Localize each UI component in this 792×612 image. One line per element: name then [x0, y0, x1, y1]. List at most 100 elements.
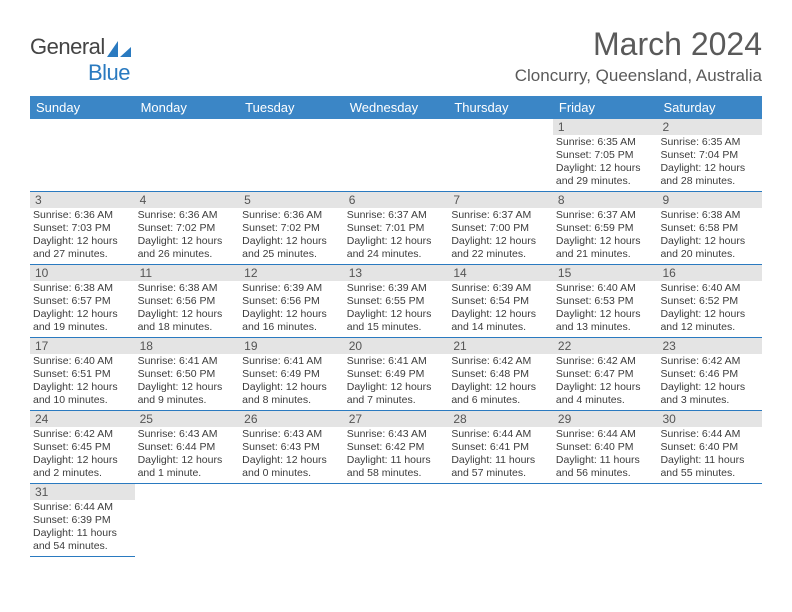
- daylight-line2: and 56 minutes.: [556, 467, 655, 480]
- daylight-line2: and 55 minutes.: [660, 467, 759, 480]
- day-number: 4: [135, 192, 240, 208]
- day-details: Sunrise: 6:37 AMSunset: 7:00 PMDaylight:…: [448, 208, 553, 264]
- day-details: Sunrise: 6:44 AMSunset: 6:39 PMDaylight:…: [30, 500, 135, 556]
- daylight-line2: and 6 minutes.: [451, 394, 550, 407]
- day-number: 26: [239, 411, 344, 427]
- weekday-header-row: SundayMondayTuesdayWednesdayThursdayFrid…: [30, 96, 762, 119]
- day-details: Sunrise: 6:43 AMSunset: 6:42 PMDaylight:…: [344, 427, 449, 483]
- day-details: Sunrise: 6:36 AMSunset: 7:02 PMDaylight:…: [239, 208, 344, 264]
- day-number: 5: [239, 192, 344, 208]
- daylight-line1: Daylight: 12 hours: [556, 235, 655, 248]
- daylight-line1: Daylight: 12 hours: [660, 308, 759, 321]
- day-details: Sunrise: 6:44 AMSunset: 6:40 PMDaylight:…: [657, 427, 762, 483]
- sunrise-line: Sunrise: 6:40 AM: [33, 355, 132, 368]
- day-cell: 11Sunrise: 6:38 AMSunset: 6:56 PMDayligh…: [135, 265, 240, 338]
- day-number: 8: [553, 192, 658, 208]
- title-block: March 2024 Cloncurry, Queensland, Austra…: [515, 28, 762, 86]
- day-number: 14: [448, 265, 553, 281]
- day-cell: 28Sunrise: 6:44 AMSunset: 6:41 PMDayligh…: [448, 411, 553, 484]
- daylight-line1: Daylight: 12 hours: [33, 308, 132, 321]
- day-details: Sunrise: 6:37 AMSunset: 6:59 PMDaylight:…: [553, 208, 658, 264]
- sunrise-line: Sunrise: 6:44 AM: [660, 428, 759, 441]
- day-details: Sunrise: 6:42 AMSunset: 6:46 PMDaylight:…: [657, 354, 762, 410]
- daylight-line1: Daylight: 12 hours: [660, 235, 759, 248]
- daylight-line1: Daylight: 11 hours: [347, 454, 446, 467]
- weekday-header: Monday: [135, 96, 240, 119]
- sunrise-line: Sunrise: 6:40 AM: [556, 282, 655, 295]
- sunset-line: Sunset: 6:44 PM: [138, 441, 237, 454]
- day-number: 23: [657, 338, 762, 354]
- empty-cell: [30, 119, 135, 192]
- day-number: 7: [448, 192, 553, 208]
- day-cell: 26Sunrise: 6:43 AMSunset: 6:43 PMDayligh…: [239, 411, 344, 484]
- day-details: Sunrise: 6:40 AMSunset: 6:52 PMDaylight:…: [657, 281, 762, 337]
- sunrise-line: Sunrise: 6:37 AM: [556, 209, 655, 222]
- daylight-line1: Daylight: 11 hours: [556, 454, 655, 467]
- sunrise-line: Sunrise: 6:41 AM: [347, 355, 446, 368]
- daylight-line2: and 13 minutes.: [556, 321, 655, 334]
- sunrise-line: Sunrise: 6:36 AM: [33, 209, 132, 222]
- calendar-row: 1Sunrise: 6:35 AMSunset: 7:05 PMDaylight…: [30, 119, 762, 192]
- daylight-line2: and 14 minutes.: [451, 321, 550, 334]
- day-details: Sunrise: 6:38 AMSunset: 6:57 PMDaylight:…: [30, 281, 135, 337]
- day-number: 10: [30, 265, 135, 281]
- weekday-header: Thursday: [448, 96, 553, 119]
- day-number: 11: [135, 265, 240, 281]
- daylight-line1: Daylight: 12 hours: [660, 381, 759, 394]
- day-number: 20: [344, 338, 449, 354]
- daylight-line1: Daylight: 11 hours: [451, 454, 550, 467]
- daylight-line1: Daylight: 12 hours: [556, 162, 655, 175]
- daylight-line1: Daylight: 12 hours: [556, 308, 655, 321]
- day-details: Sunrise: 6:36 AMSunset: 7:02 PMDaylight:…: [135, 208, 240, 264]
- day-cell: 27Sunrise: 6:43 AMSunset: 6:42 PMDayligh…: [344, 411, 449, 484]
- sunset-line: Sunset: 6:41 PM: [451, 441, 550, 454]
- day-number: 31: [30, 484, 135, 500]
- sunset-line: Sunset: 7:00 PM: [451, 222, 550, 235]
- sunrise-line: Sunrise: 6:38 AM: [33, 282, 132, 295]
- daylight-line2: and 22 minutes.: [451, 248, 550, 261]
- sunrise-line: Sunrise: 6:37 AM: [347, 209, 446, 222]
- sunrise-line: Sunrise: 6:35 AM: [556, 136, 655, 149]
- day-number: 12: [239, 265, 344, 281]
- day-details: Sunrise: 6:38 AMSunset: 6:56 PMDaylight:…: [135, 281, 240, 337]
- sunrise-line: Sunrise: 6:39 AM: [347, 282, 446, 295]
- daylight-line1: Daylight: 11 hours: [33, 527, 132, 540]
- day-cell: 20Sunrise: 6:41 AMSunset: 6:49 PMDayligh…: [344, 338, 449, 411]
- sunrise-line: Sunrise: 6:40 AM: [660, 282, 759, 295]
- daylight-line2: and 21 minutes.: [556, 248, 655, 261]
- day-number: 16: [657, 265, 762, 281]
- sunset-line: Sunset: 6:49 PM: [242, 368, 341, 381]
- empty-cell: [553, 484, 658, 557]
- daylight-line2: and 8 minutes.: [242, 394, 341, 407]
- sunrise-line: Sunrise: 6:38 AM: [660, 209, 759, 222]
- calendar-row: 24Sunrise: 6:42 AMSunset: 6:45 PMDayligh…: [30, 411, 762, 484]
- day-cell: 16Sunrise: 6:40 AMSunset: 6:52 PMDayligh…: [657, 265, 762, 338]
- day-details: Sunrise: 6:36 AMSunset: 7:03 PMDaylight:…: [30, 208, 135, 264]
- day-cell: 23Sunrise: 6:42 AMSunset: 6:46 PMDayligh…: [657, 338, 762, 411]
- daylight-line2: and 10 minutes.: [33, 394, 132, 407]
- daylight-line2: and 2 minutes.: [33, 467, 132, 480]
- empty-cell: [239, 119, 344, 192]
- sunset-line: Sunset: 6:48 PM: [451, 368, 550, 381]
- day-details: Sunrise: 6:42 AMSunset: 6:48 PMDaylight:…: [448, 354, 553, 410]
- sunset-line: Sunset: 6:54 PM: [451, 295, 550, 308]
- sunrise-line: Sunrise: 6:42 AM: [556, 355, 655, 368]
- day-cell: 13Sunrise: 6:39 AMSunset: 6:55 PMDayligh…: [344, 265, 449, 338]
- day-cell: 22Sunrise: 6:42 AMSunset: 6:47 PMDayligh…: [553, 338, 658, 411]
- sunset-line: Sunset: 6:57 PM: [33, 295, 132, 308]
- day-number: 29: [553, 411, 658, 427]
- day-details: Sunrise: 6:43 AMSunset: 6:43 PMDaylight:…: [239, 427, 344, 483]
- daylight-line2: and 58 minutes.: [347, 467, 446, 480]
- day-number: 28: [448, 411, 553, 427]
- daylight-line2: and 7 minutes.: [347, 394, 446, 407]
- day-details: Sunrise: 6:39 AMSunset: 6:56 PMDaylight:…: [239, 281, 344, 337]
- empty-cell: [135, 484, 240, 557]
- day-cell: 29Sunrise: 6:44 AMSunset: 6:40 PMDayligh…: [553, 411, 658, 484]
- day-cell: 8Sunrise: 6:37 AMSunset: 6:59 PMDaylight…: [553, 192, 658, 265]
- daylight-line2: and 16 minutes.: [242, 321, 341, 334]
- weekday-header: Sunday: [30, 96, 135, 119]
- sunset-line: Sunset: 6:43 PM: [242, 441, 341, 454]
- day-number: 1: [553, 119, 658, 135]
- daylight-line1: Daylight: 12 hours: [451, 235, 550, 248]
- day-details: Sunrise: 6:37 AMSunset: 7:01 PMDaylight:…: [344, 208, 449, 264]
